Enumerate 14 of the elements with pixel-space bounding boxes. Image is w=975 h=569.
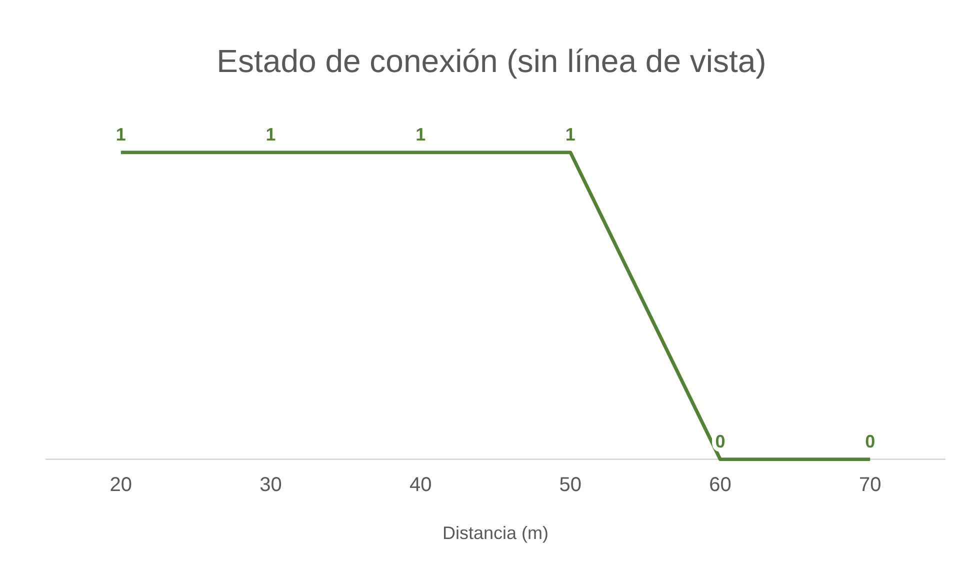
data-label: 0 [715,431,726,452]
data-label: 1 [565,124,576,144]
x-tick-label: 60 [709,474,732,496]
data-label: 1 [266,124,276,144]
chart-title: Estado de conexión (sin línea de vista) [216,43,766,80]
x-tick-label: 20 [110,474,132,496]
x-tick-label: 50 [559,474,582,496]
data-label: 1 [116,124,126,144]
x-axis-title: Distancia (m) [442,523,549,544]
x-tick-label: 30 [260,474,282,496]
x-tick-label: 70 [858,474,882,496]
x-tick-label: 40 [409,474,432,496]
data-label: 1 [416,124,426,144]
data-label: 0 [865,431,876,452]
